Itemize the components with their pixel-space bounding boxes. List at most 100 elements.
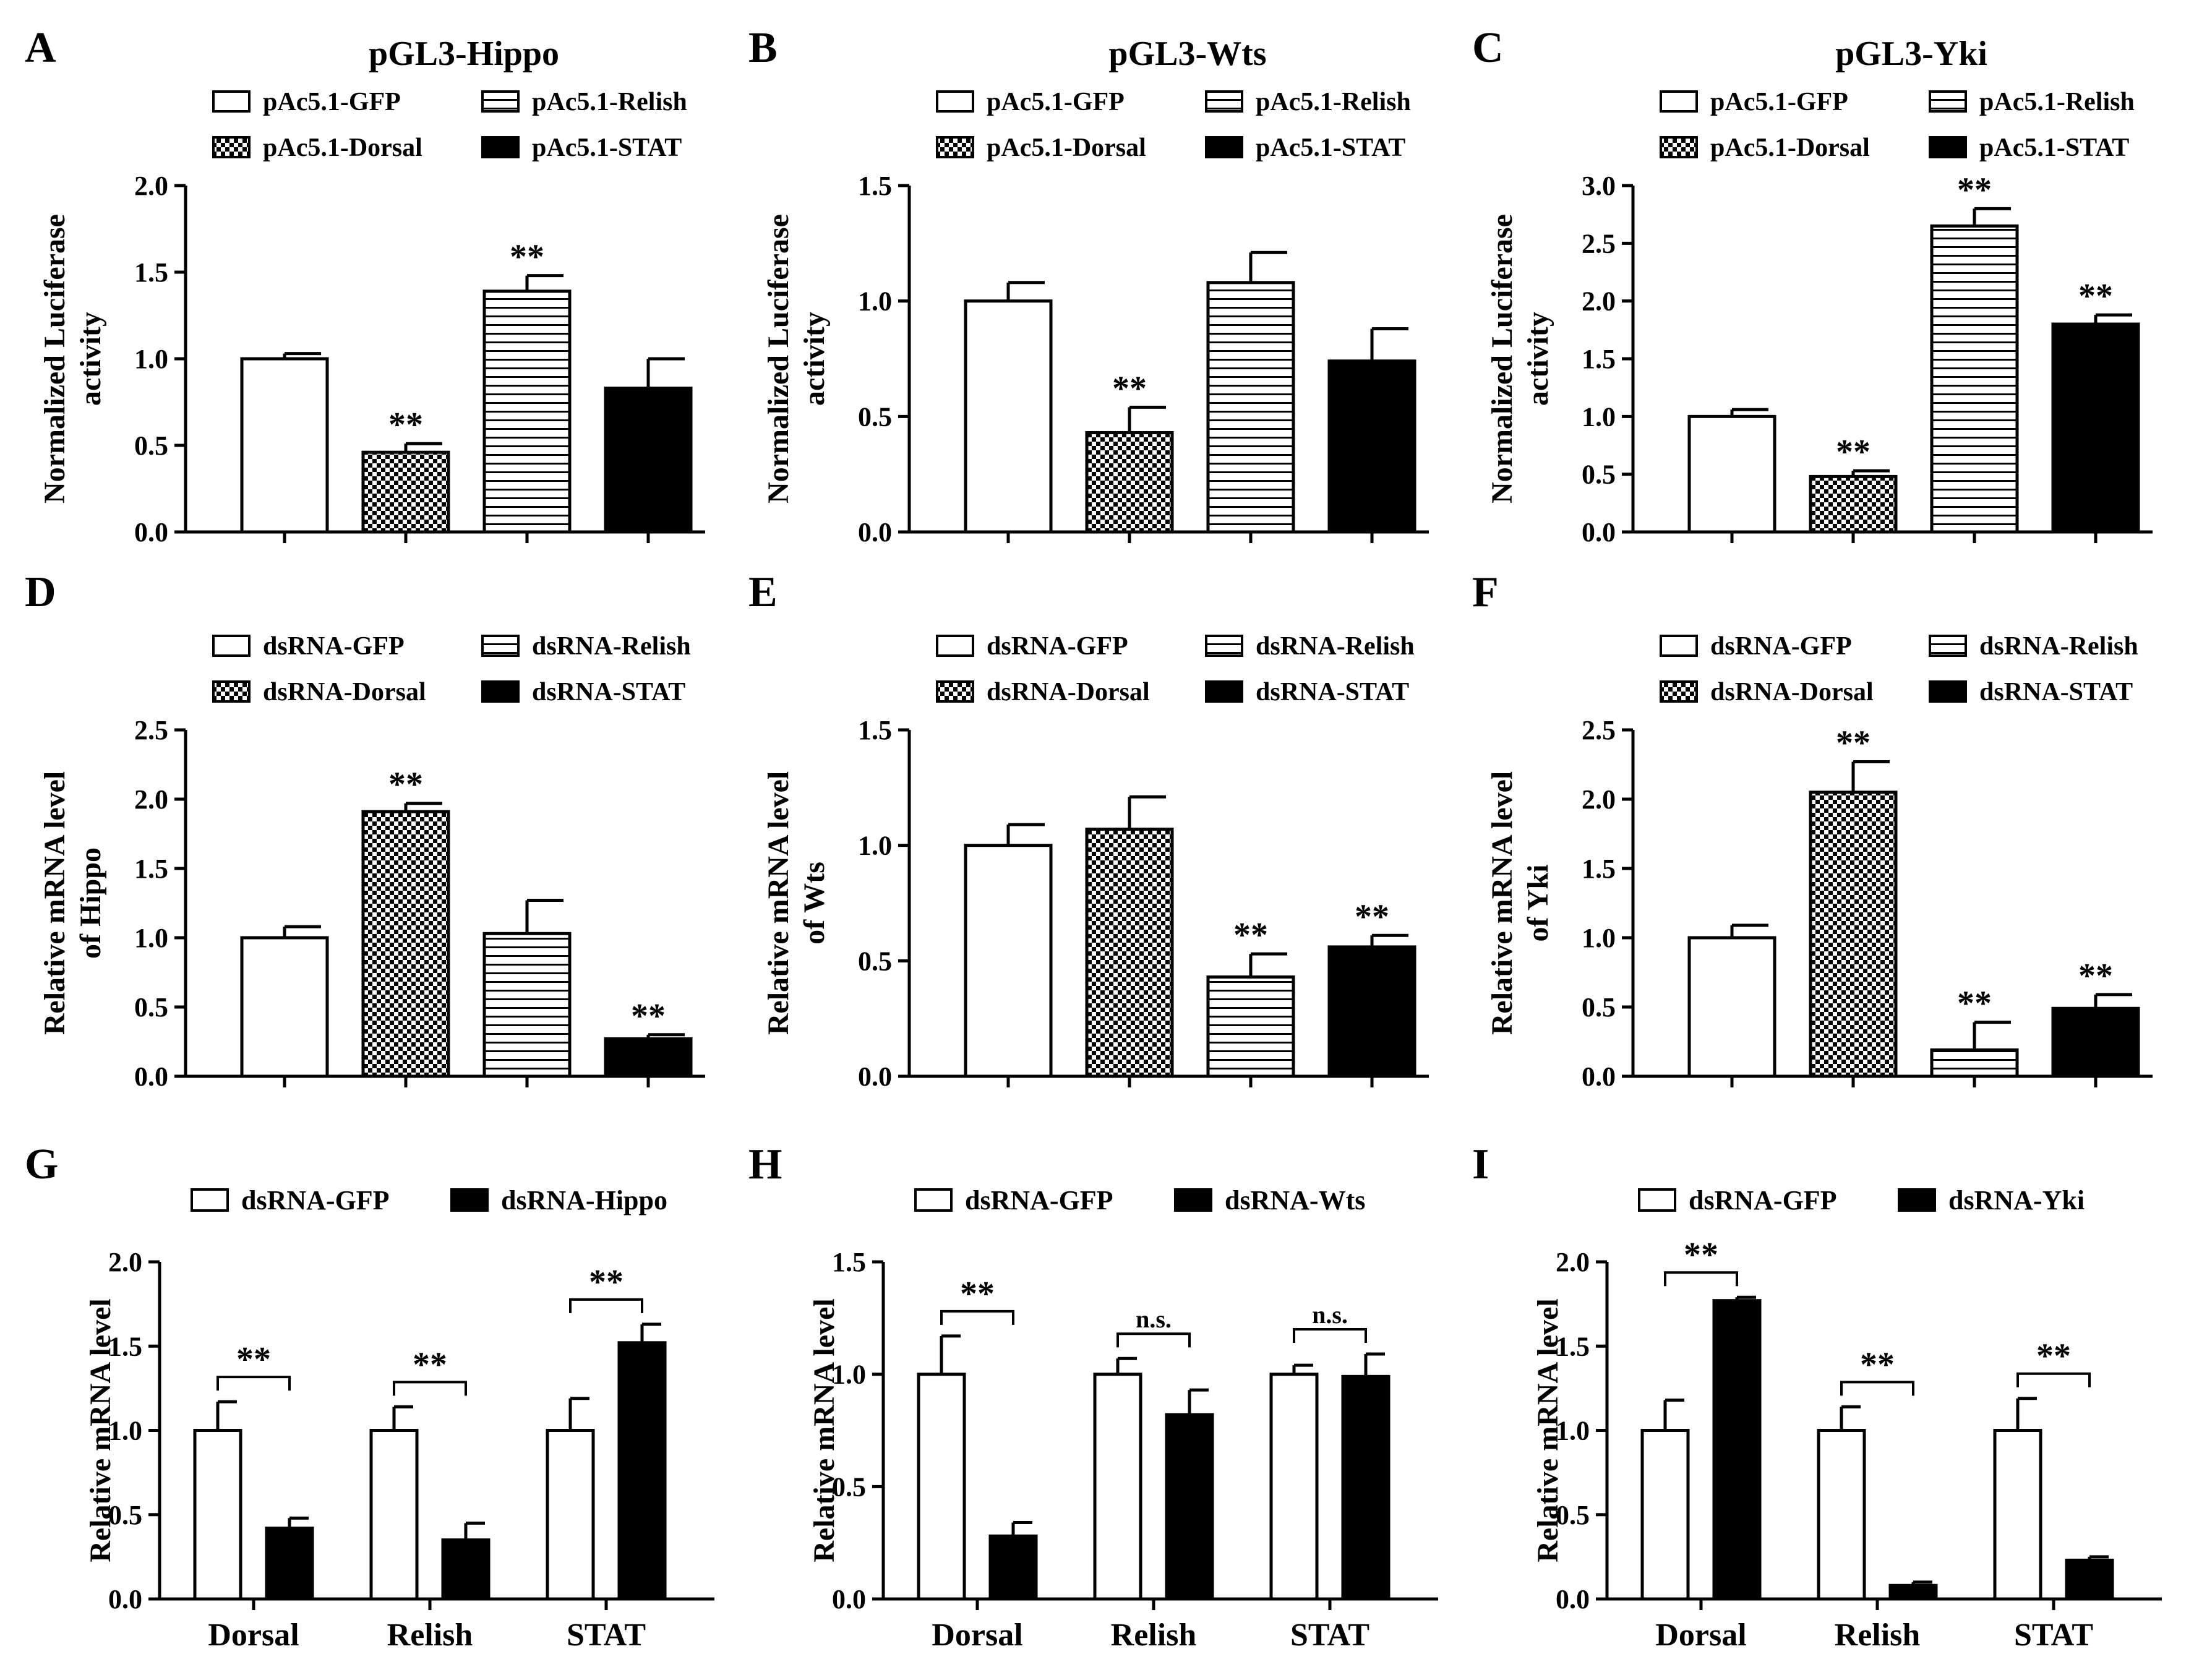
legend-swatch	[1174, 1188, 1212, 1212]
bar-dsrna-gfp	[917, 1373, 966, 1601]
y-tick-label: 2.0	[1556, 1247, 1590, 1277]
y-axis-label-line: Normalized Luciferase	[762, 214, 795, 504]
legend-swatch	[1205, 635, 1243, 657]
chart-title: pGL3-Yki	[1835, 35, 1987, 73]
y-tick-label: 0.0	[858, 517, 892, 547]
y-tick-label: 1.0	[134, 923, 168, 953]
legend-swatch	[191, 1188, 229, 1212]
legend-label: dsRNA-Relish	[1979, 632, 2138, 661]
legend-label: pAc5.1-Relish	[532, 88, 687, 116]
bar-dsrna-hippo	[265, 1527, 314, 1601]
y-tick-label: 1.5	[1582, 344, 1616, 374]
significance-label: **	[2078, 277, 2113, 315]
bar-dsrna-dorsal	[1085, 828, 1174, 1078]
legend-swatch	[1660, 90, 1698, 113]
bar-dsrna-hippo	[441, 1538, 491, 1601]
bar-dsrna-gfp	[1640, 1429, 1690, 1601]
y-axis-label: Normalized Luciferase activity	[762, 214, 831, 504]
legend-label: pAc5.1-STAT	[1979, 134, 2129, 162]
y-tick-label: 1.5	[858, 171, 892, 201]
bar-dsrna-stat	[604, 1037, 693, 1078]
legend-label: dsRNA-GFP	[1710, 632, 1852, 661]
bar-dsrna-gfp	[240, 936, 329, 1078]
y-tick-label: 2.0	[1582, 286, 1616, 317]
significance-bracket	[2016, 1372, 2091, 1387]
legend-swatch	[1929, 635, 1967, 657]
significance-label: **	[1957, 171, 1992, 209]
y-axis-label-line: Relative mRNA level	[38, 771, 71, 1035]
panel-f: F 0.0 0.5 1.0 1.5 2.0 2.5 Relative mRNA level of…	[1472, 568, 2153, 1092]
bar-dsrna-yki	[1712, 1299, 1762, 1601]
bar-dsrna-hippo	[617, 1341, 667, 1601]
significance-label: **	[1836, 724, 1871, 763]
legend-label: dsRNA-Yki	[1948, 1185, 2085, 1215]
significance-label: **	[510, 238, 544, 276]
legend-label: pAc5.1-Relish	[1256, 88, 1411, 116]
legend-label: pAc5.1-STAT	[1256, 134, 1405, 162]
y-axis-label-line: Normalized Luciferase	[1486, 214, 1519, 504]
significance-label: **	[413, 1345, 447, 1384]
y-tick-label: 0.5	[858, 401, 892, 432]
legend-swatch	[914, 1188, 953, 1212]
y-axis-label: Relative mRNA level of Wts	[762, 771, 831, 1035]
y-tick-label: 1.0	[858, 286, 892, 317]
bar-dsrna-wts	[988, 1534, 1038, 1601]
significance-bracket	[569, 1298, 643, 1313]
y-tick-label: 2.0	[134, 171, 168, 201]
significance-label: n.s.	[1312, 1301, 1348, 1329]
y-tick-label: 0.0	[108, 1584, 142, 1614]
bar-dsrna-relish	[1930, 1048, 2019, 1078]
y-axis-label-line: Relative mRNA level	[1486, 771, 1519, 1035]
x-tick-label: STAT	[1290, 1618, 1369, 1653]
y-axis-label: Relative mRNA level of Hippo	[38, 771, 107, 1035]
y-tick-label: 1.5	[832, 1247, 866, 1277]
bar-dsrna-dorsal	[361, 810, 450, 1078]
significance-label: **	[960, 1275, 995, 1313]
legend-swatch	[1660, 136, 1698, 158]
bar-dsrna-relish	[482, 932, 572, 1078]
legend-label: dsRNA-Hippo	[501, 1185, 667, 1215]
bar-pac5.1-gfp	[964, 299, 1053, 534]
legend-swatch	[1660, 635, 1698, 657]
panel-letter: F	[1472, 568, 1499, 616]
y-tick-label: 0.5	[1556, 1500, 1590, 1530]
significance-label: **	[631, 997, 666, 1035]
y-tick-label: 2.0	[1582, 784, 1616, 815]
legend-label: pAc5.1-Dorsal	[1710, 134, 1870, 162]
y-tick-label: 0.5	[858, 946, 892, 976]
legend-label: dsRNA-Relish	[532, 632, 691, 661]
legend-swatch	[936, 136, 974, 158]
bar-dsrna-wts	[1165, 1413, 1214, 1601]
legend-swatch	[936, 635, 974, 657]
panel-d: D 0.0 0.5 1.0 1.5 2.0 2.5 Relative mRNA level of…	[25, 568, 705, 1092]
legend-swatch	[212, 680, 251, 703]
panel-letter: E	[748, 568, 778, 616]
significance-label: **	[236, 1340, 271, 1379]
x-tick-label: Relish	[1111, 1618, 1197, 1653]
y-axis-label-line: Relative mRNA level	[762, 771, 795, 1035]
y-tick-label: 0.5	[134, 431, 168, 461]
legend-swatch	[212, 90, 251, 113]
significance-label: **	[2078, 957, 2113, 995]
bar-pac5.1-stat	[2051, 322, 2140, 534]
significance-label: **	[2036, 1337, 2071, 1376]
y-axis-label: Normalized Luciferase activity	[1486, 214, 1554, 504]
panel-h: H 0.0 0.5 1.0 1.5 Relative mRNA level dsRNA-GF…	[748, 1141, 1438, 1653]
legend-swatch	[1929, 136, 1967, 158]
bar-dsrna-gfp	[1269, 1373, 1319, 1601]
y-axis-label-line: activity	[74, 312, 107, 406]
panel-letter: D	[25, 568, 56, 616]
bar-dsrna-gfp	[546, 1429, 595, 1601]
bar-dsrna-gfp	[1093, 1373, 1142, 1601]
y-tick-label: 1.5	[108, 1331, 142, 1361]
bar-pac5.1-gfp	[240, 357, 329, 534]
y-tick-label: 1.0	[832, 1360, 866, 1390]
significance-label: **	[1112, 369, 1147, 408]
x-tick-label: Dorsal	[932, 1618, 1022, 1653]
legend-swatch	[1660, 680, 1698, 703]
panel-i: I 0.0 0.5 1.0 1.5 2.0 Relative mRNA level dsRNA…	[1472, 1141, 2162, 1653]
y-tick-label: 0.5	[134, 992, 168, 1022]
legend-label: dsRNA-GFP	[263, 632, 405, 661]
